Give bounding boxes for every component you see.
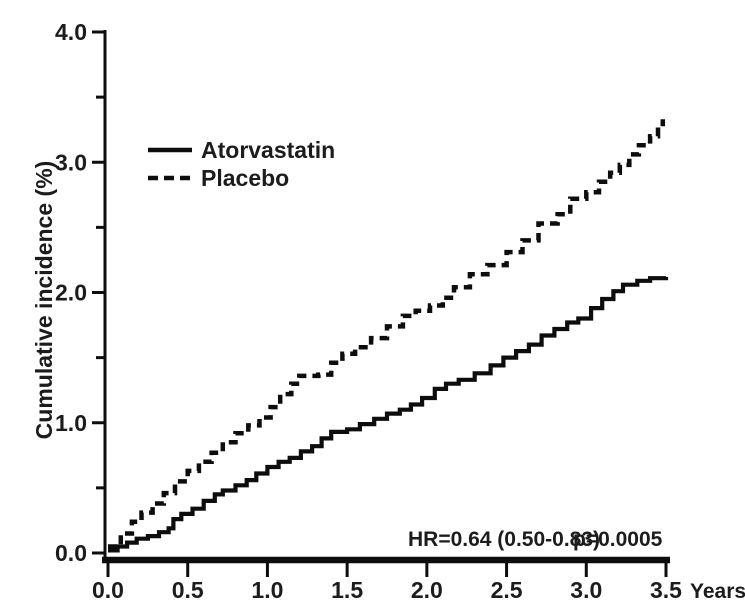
x-tick-label: 2.5 (491, 577, 523, 603)
curves-layer (108, 119, 669, 553)
x-tick-label: 2.0 (411, 577, 443, 603)
p-value-annotation: p=0.0005 (573, 528, 663, 551)
x-axis-unit-label: Years (690, 580, 745, 603)
y-axis-title: Cumulative incidence (%) (31, 161, 57, 440)
placebo-curve (108, 119, 666, 549)
y-tick-label: 4.0 (55, 19, 87, 45)
legend-label-placebo: Placebo (201, 165, 289, 191)
hazard-ratio-annotation: HR=0.64 (0.50-0.83) (408, 528, 600, 551)
x-tick-label: 3.5 (650, 577, 682, 603)
y-tick-label: 3.0 (55, 149, 87, 175)
atorvastatin-curve (108, 276, 669, 553)
x-tick-label: 1.5 (331, 577, 363, 603)
legend-label-atorvastatin: Atorvastatin (201, 137, 335, 163)
legend: Atorvastatin Placebo (148, 137, 335, 191)
x-tick-label: 3.0 (570, 577, 602, 603)
y-tick-label: 1.0 (55, 410, 87, 436)
x-tick-label: 1.0 (251, 577, 283, 603)
axes-layer: 0.0 1.0 2.0 3.0 4.0 0.0 0.5 1.0 1.5 2.0 2.5 3.0 3.5 (55, 19, 682, 603)
x-tick-label: 0.0 (92, 577, 124, 603)
x-tick-label: 0.5 (172, 577, 204, 603)
y-tick-label: 2.0 (55, 280, 87, 306)
y-tick-label: 0.0 (55, 540, 87, 566)
